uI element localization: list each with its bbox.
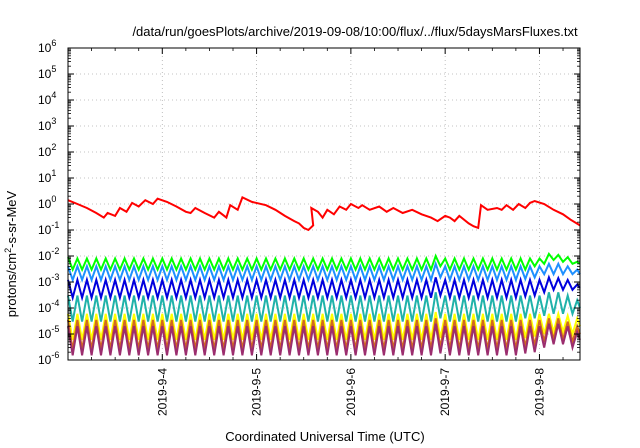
series-line-2 (67, 251, 581, 273)
x-axis: 2019-9-4 2019-9-5 2019-9-6 2019-9-7 2019-9-8 (91, 48, 564, 416)
y-tick-label: 10-1 (38, 220, 59, 237)
x-axis-label: Coordinated Universal Time (UTC) (225, 429, 424, 444)
x-tick-label: 2019-9-8 (532, 368, 546, 416)
x-tick-label: 2019-9-6 (344, 368, 358, 416)
y-tick-label: 103 (38, 116, 56, 133)
series-line-1 (67, 196, 581, 232)
y-tick-label: 10-2 (38, 246, 59, 263)
y-axis: 10-6 10-5 10-4 10-3 10-2 10-1 100 101 102 103 104 1… (38, 38, 580, 367)
series-lines (67, 196, 581, 356)
y-tick-label: 100 (38, 194, 56, 211)
y-tick-label: 102 (38, 142, 56, 159)
series-line-8 (67, 323, 581, 356)
series-line-5 (67, 291, 581, 322)
chart-title: /data/run/goesPlots/archive/2019-09-08/1… (132, 24, 578, 39)
y-axis-label: protons/cm2-s-sr-MeV (3, 190, 19, 317)
x-tick-label: 2019-9-4 (155, 368, 169, 416)
y-tick-label: 10-4 (38, 298, 59, 315)
series-line-4 (67, 274, 581, 302)
grid (68, 48, 580, 360)
y-tick-label: 10-5 (38, 324, 59, 341)
series-line-3 (67, 260, 581, 284)
x-tick-label: 2019-9-7 (438, 368, 452, 416)
y-tick-label: 104 (38, 90, 56, 107)
y-tick-label: 106 (38, 38, 56, 55)
y-tick-label: 105 (38, 64, 56, 81)
y-tick-label: 10-6 (38, 350, 59, 367)
y-tick-label: 10-3 (38, 272, 59, 289)
y-tick-label: 101 (38, 168, 56, 185)
x-tick-label: 2019-9-5 (250, 368, 264, 416)
series-line-6 (67, 309, 581, 340)
